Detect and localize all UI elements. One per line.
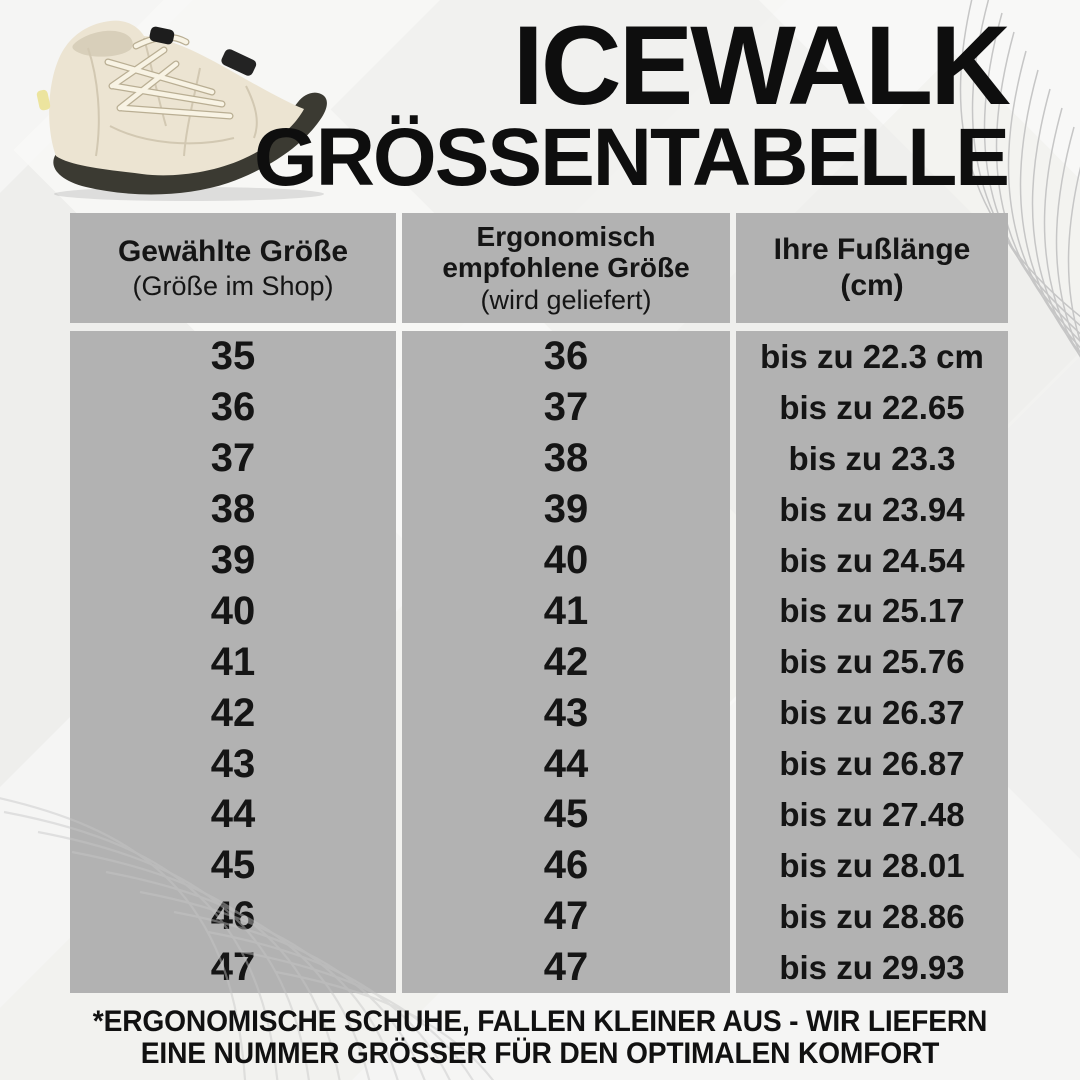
size-table: Gewählte Größe (Größe im Shop) 35 36 37 38 3…	[70, 213, 1008, 993]
footnote-line-1: *ERGONOMISCHE SCHUHE, FALLEN KLEINER AUS…	[92, 1005, 988, 1038]
table-cell: bis zu 24.54	[779, 541, 965, 579]
table-cell: bis zu 26.87	[779, 745, 965, 783]
table-cell: 39	[543, 487, 589, 532]
table-cell: 37	[210, 436, 256, 481]
table-cell: 45	[210, 843, 256, 888]
table-column-selected-size: Gewählte Größe (Größe im Shop) 35 36 37 38 3…	[70, 213, 396, 993]
column-header-subtitle: (cm)	[840, 269, 904, 302]
table-cell: 36	[210, 385, 256, 430]
table-cell: bis zu 28.01	[779, 846, 965, 884]
table-cell: 43	[210, 741, 256, 786]
column-body-foot-length: bis zu 22.3 cm bis zu 22.65 bis zu 23.3 bis…	[736, 331, 1008, 993]
table-cell: 35	[210, 334, 256, 379]
table-column-foot-length: Ihre Fußlänge (cm) bis zu 22.3 cm bis zu …	[736, 213, 1008, 993]
column-header-subtitle: (wird geliefert)	[480, 285, 652, 316]
table-cell: 46	[543, 843, 589, 888]
column-header-foot-length: Ihre Fußlänge (cm)	[736, 213, 1008, 323]
column-header-recommended-size: Ergonomisch empfohlene Größe (wird gelie…	[402, 213, 730, 323]
column-header-title: Ihre Fußlänge	[773, 233, 971, 267]
table-cell: 41	[543, 588, 589, 633]
table-cell: 38	[210, 487, 256, 532]
table-cell: 42	[543, 639, 589, 684]
footnote: *ERGONOMISCHE SCHUHE, FALLEN KLEINER AUS…	[32, 1005, 1047, 1071]
footnote-line-2: EINE NUMMER GRÖSSER FÜR DEN OPTIMALEN KO…	[140, 1037, 940, 1071]
page-title: ICEWALK GRÖSSENTABELLE	[253, 3, 1011, 204]
table-cell: 44	[210, 792, 256, 837]
table-cell: 36	[543, 334, 589, 379]
table-cell: 44	[543, 741, 589, 786]
column-header-subtitle: (Größe im Shop)	[132, 270, 334, 301]
column-header-title: Ergonomisch empfohlene Größe	[442, 220, 690, 283]
table-cell: 42	[210, 690, 256, 735]
table-cell: 46	[210, 894, 256, 939]
table-cell: 40	[210, 588, 256, 633]
table-cell: bis zu 26.37	[779, 694, 965, 732]
table-cell: bis zu 27.48	[779, 795, 965, 833]
table-cell: bis zu 29.93	[779, 948, 965, 986]
table-cell: 43	[543, 690, 589, 735]
table-cell: bis zu 28.86	[779, 897, 965, 935]
table-cell: 40	[543, 538, 589, 582]
table-cell: bis zu 25.17	[779, 592, 965, 630]
column-header-selected-size: Gewählte Größe (Größe im Shop)	[70, 213, 396, 323]
table-cell: 47	[543, 945, 589, 990]
table-cell: 37	[543, 385, 589, 430]
table-cell: 38	[543, 436, 589, 481]
table-cell: 41	[210, 639, 256, 684]
table-column-recommended-size: Ergonomisch empfohlene Größe (wird gelie…	[402, 213, 730, 993]
column-body-selected-size: 35 36 37 38 39 40 41 42 43 44 45 46 47	[70, 331, 396, 993]
table-cell: 45	[543, 792, 589, 837]
table-cell: 39	[210, 538, 256, 582]
brand-title: ICEWALK	[512, 3, 1011, 128]
table-cell: bis zu 22.3 cm	[760, 337, 984, 375]
column-header-title: Gewählte Größe	[117, 235, 349, 269]
table-cell: 47	[210, 945, 256, 990]
table-cell: bis zu 22.65	[779, 388, 965, 426]
shoe-heel-tab	[36, 89, 51, 111]
table-cell: bis zu 23.94	[779, 490, 965, 528]
column-body-recommended-size: 36 37 38 39 40 41 42 43 44 45 46 47 47	[402, 331, 730, 993]
page-subtitle: GRÖSSENTABELLE	[253, 112, 1010, 204]
table-cell: bis zu 23.3	[788, 439, 956, 477]
table-cell: bis zu 25.76	[779, 643, 965, 681]
table-cell: 47	[543, 894, 589, 939]
